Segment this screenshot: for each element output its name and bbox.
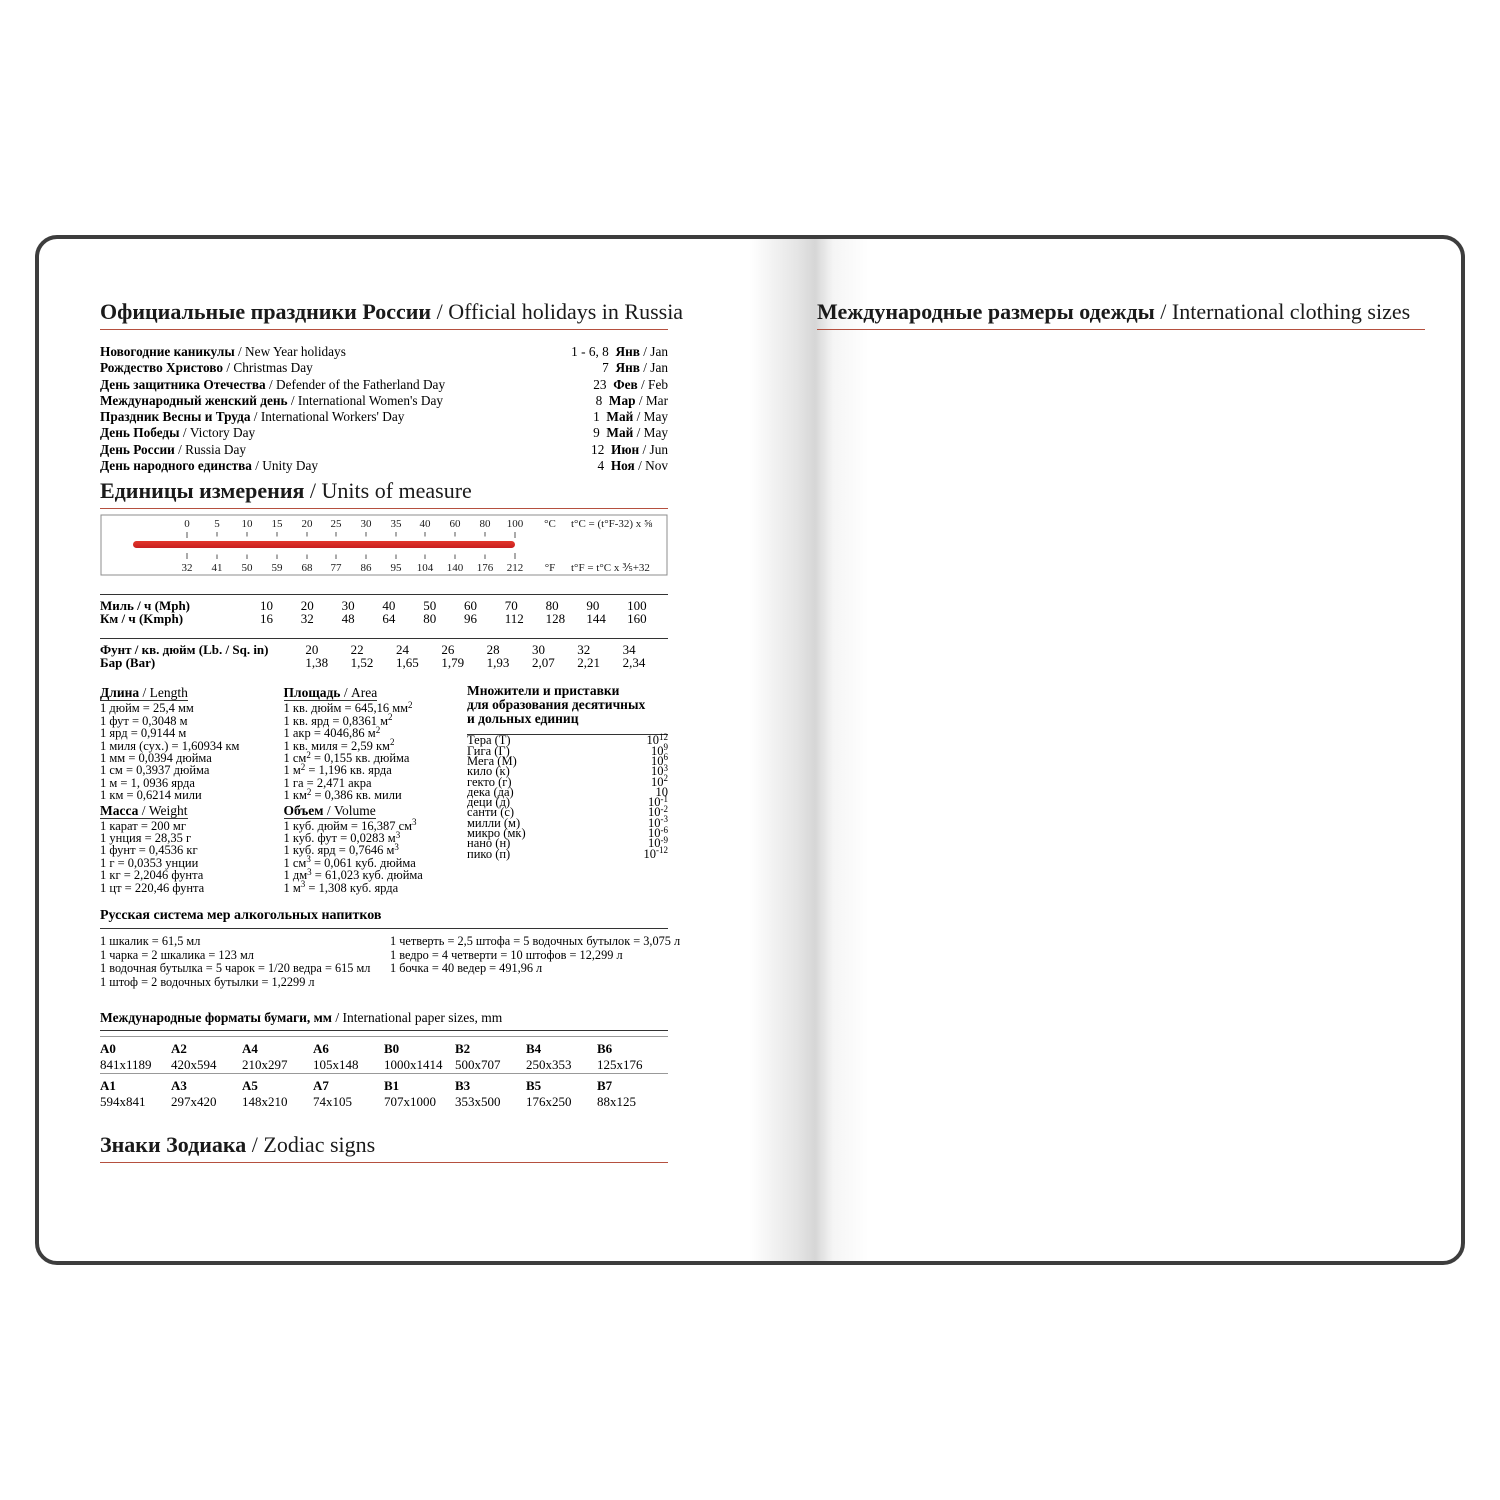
svg-text:20: 20 — [302, 518, 314, 530]
svg-text:68: 68 — [302, 562, 314, 574]
svg-text:°C: °C — [544, 518, 556, 530]
svg-text:32: 32 — [182, 562, 193, 574]
svg-text:59: 59 — [272, 562, 284, 574]
svg-text:140: 140 — [447, 562, 464, 574]
svg-text:35: 35 — [391, 518, 403, 530]
svg-text:25: 25 — [331, 518, 343, 530]
svg-text:°F: °F — [545, 562, 556, 574]
svg-text:t°C = (t°F-32) x ⅝: t°C = (t°F-32) x ⅝ — [571, 518, 653, 530]
svg-text:41: 41 — [212, 562, 223, 574]
svg-text:60: 60 — [450, 518, 462, 530]
svg-text:15: 15 — [272, 518, 284, 530]
svg-text:40: 40 — [420, 518, 432, 530]
svg-text:86: 86 — [361, 562, 373, 574]
svg-text:212: 212 — [507, 562, 524, 574]
svg-text:104: 104 — [417, 562, 434, 574]
svg-text:30: 30 — [361, 518, 373, 530]
svg-text:10: 10 — [242, 518, 254, 530]
svg-text:t°F = t°C x ⅗+32: t°F = t°C x ⅗+32 — [571, 562, 650, 574]
svg-text:100: 100 — [507, 518, 524, 530]
svg-text:0: 0 — [184, 518, 190, 530]
svg-text:50: 50 — [242, 562, 254, 574]
svg-text:5: 5 — [214, 518, 220, 530]
svg-text:80: 80 — [480, 518, 492, 530]
svg-text:95: 95 — [391, 562, 403, 574]
svg-text:176: 176 — [477, 562, 494, 574]
svg-text:77: 77 — [331, 562, 343, 574]
